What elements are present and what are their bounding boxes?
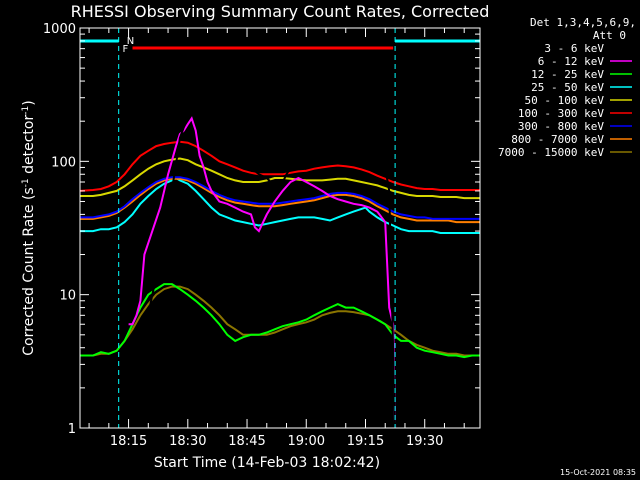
y-axis-label-part3: ) xyxy=(21,100,37,105)
y-axis-label-part1: Corrected Count Rate (s xyxy=(21,187,37,355)
footer-timestamp: 15-Oct-2021 08:35 xyxy=(560,468,636,477)
y-tick-label: 100 xyxy=(51,155,76,170)
legend-label: 25 - 50 keV xyxy=(531,81,604,94)
x-tick-label: 18:15 xyxy=(110,434,147,449)
series-line-300-800-kev xyxy=(80,176,480,220)
legend-label: 6 - 12 keV xyxy=(538,55,605,68)
legend-label: 50 - 100 keV xyxy=(525,94,605,107)
x-tick-label: 19:15 xyxy=(347,434,384,449)
x-tick-label: 19:30 xyxy=(406,434,443,449)
legend-header-2: Att 0 xyxy=(593,29,626,42)
series-line-25-50-kev xyxy=(80,176,480,234)
y-tick-label: 1000 xyxy=(43,22,76,37)
night-label: N xyxy=(127,36,134,47)
series-line-6-12-kev xyxy=(128,116,397,429)
series-line-12-25-kev xyxy=(80,283,480,359)
plot-frame xyxy=(79,27,481,429)
x-axis-label: Start Time (14-Feb-03 18:02:42) xyxy=(154,455,380,471)
legend-header-1: Det 1,3,4,5,6,9, xyxy=(530,16,636,29)
y-axis-label-sup2: -1 xyxy=(21,106,31,115)
y-axis-label-sup1: -1 xyxy=(21,178,31,187)
y-tick-label: 1 xyxy=(68,422,76,437)
legend-label: 800 - 7000 keV xyxy=(511,133,604,146)
series-line-50-100-kev xyxy=(80,157,480,200)
legend-label: 12 - 25 keV xyxy=(531,68,604,81)
y-tick-label: 10 xyxy=(59,289,76,304)
y-axis-label: Corrected Count Rate (s-1 detector-1) xyxy=(21,100,37,355)
x-tick-label: 18:45 xyxy=(228,434,265,449)
series-line-100-300-kev xyxy=(79,140,480,192)
axis-layer: 18:15 18:30 18:45 19:00 19:15 19:30 1 10 100 1000 xyxy=(43,22,480,449)
legend-label: 300 - 800 keV xyxy=(518,120,604,133)
flare-label: F xyxy=(123,44,129,55)
y-axis-label-part2: detector xyxy=(21,115,37,179)
legend-label: 7000 - 15000 keV xyxy=(498,146,604,159)
series-line-800-7000-kev xyxy=(80,177,480,224)
x-tick-label: 19:00 xyxy=(288,434,325,449)
legend-label: 3 - 6 keV xyxy=(544,42,604,55)
series-line-3-6-kev xyxy=(118,109,397,429)
series-layer xyxy=(79,109,480,429)
chart-title: RHESSI Observing Summary Count Rates, Co… xyxy=(71,2,490,21)
legend-label: 100 - 300 keV xyxy=(518,107,604,120)
x-tick-label: 18:30 xyxy=(169,434,206,449)
